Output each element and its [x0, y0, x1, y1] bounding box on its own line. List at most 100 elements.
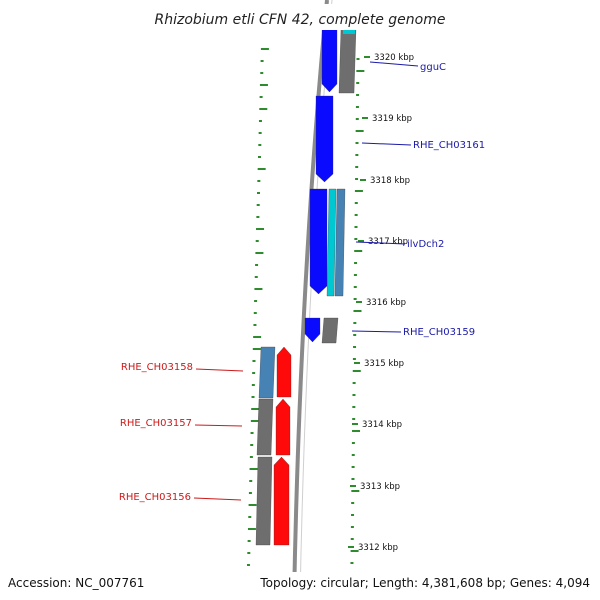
- gene-label-reverse: RHE_CH03157: [120, 418, 192, 429]
- gc-skew-dot-right: [356, 70, 365, 72]
- gc-skew-dot-left: [260, 48, 269, 50]
- scale-tick-mark: [362, 117, 368, 119]
- cds-block: [321, 317, 339, 344]
- scale-tick-label: 3319 kbp: [372, 114, 412, 124]
- gc-skew-dot-left: [247, 552, 251, 554]
- gc-skew-dot-right: [355, 154, 359, 156]
- cds-block: [326, 188, 337, 297]
- gc-skew-dot-left: [256, 204, 260, 206]
- gene-label-forward: gguC: [420, 62, 446, 73]
- gc-skew-dot-right: [351, 490, 360, 492]
- accession-text: Accession: NC_007761: [8, 576, 144, 590]
- gc-skew-dot-left: [252, 348, 261, 350]
- scale-tick-mark: [364, 56, 370, 58]
- gc-skew-dot-left: [251, 384, 255, 386]
- map-layer: 3320 kbp 3319 kbp 3318 kbp 3317 kbp 3316 kbp…: [119, 0, 485, 600]
- gc-skew-dot-right: [356, 82, 360, 84]
- gc-skew-dot-left: [257, 180, 261, 182]
- gc-skew-dot-left: [246, 564, 250, 566]
- gc-skew-dot-left: [250, 444, 254, 446]
- gc-skew-dot-left: [260, 60, 264, 62]
- gc-skew-dot-right: [355, 178, 359, 180]
- gene-label-connector: [193, 497, 242, 501]
- scale-tick-mark: [360, 179, 366, 181]
- gc-skew-dot-right: [353, 334, 357, 336]
- gc-skew-dot-right: [354, 190, 363, 192]
- gc-skew-dot-right: [354, 250, 363, 252]
- gc-skew-dot-left: [253, 336, 262, 338]
- gene-label-connector: [361, 142, 412, 146]
- gc-skew-dot-right: [352, 418, 356, 420]
- scale-tick-label: 3317 kbp: [368, 237, 408, 247]
- gc-skew-dot-left: [253, 312, 257, 314]
- reverse-gene-arrow: [275, 398, 291, 456]
- scale-tick-mark: [348, 546, 354, 548]
- gc-skew-dot-left: [251, 408, 260, 410]
- gc-skew-dot-right: [353, 298, 357, 300]
- gc-skew-dot-left: [252, 360, 256, 362]
- gc-skew-dot-right: [351, 454, 355, 456]
- gc-skew-dot-left: [248, 492, 252, 494]
- gc-skew-dot-left: [258, 144, 262, 146]
- topology-text: Topology: circular; Length: 4,381,608 bp…: [259, 576, 590, 590]
- cds-block: [255, 456, 273, 546]
- scale-tick-mark: [354, 362, 360, 364]
- gc-skew-dot-left: [256, 216, 260, 218]
- map-title: Rhizobium etli CFN 42, complete genome: [155, 12, 446, 28]
- gc-skew-dot-right: [353, 346, 357, 348]
- gc-skew-dot-left: [258, 120, 262, 122]
- scale-tick-mark: [352, 423, 358, 425]
- gc-skew-dot-left: [249, 468, 258, 470]
- gc-skew-dot-left: [255, 264, 259, 266]
- scale-tick-label: 3314 kbp: [362, 420, 402, 430]
- gc-skew-dot-right: [355, 166, 359, 168]
- gc-skew-dot-right: [354, 226, 358, 228]
- gc-skew-dot-left: [249, 456, 253, 458]
- gc-skew-dot-right: [354, 238, 358, 240]
- gc-skew-dot-left: [255, 252, 264, 254]
- scale-tick-label: 3320 kbp: [374, 53, 414, 63]
- gc-skew-dot-left: [252, 372, 256, 374]
- gc-skew-dot-left: [247, 540, 251, 542]
- gc-skew-dot-right: [350, 550, 359, 552]
- gene-label-connector: [194, 424, 243, 427]
- gene-label-reverse: RHE_CH03158: [121, 362, 193, 373]
- footer-background: [0, 572, 600, 600]
- gc-skew-dot-left: [259, 108, 268, 110]
- scale-tick-mark: [358, 240, 364, 242]
- scale-tick-label: 3316 kbp: [366, 298, 406, 308]
- gene-label-connector: [355, 241, 406, 245]
- gc-skew-dot-left: [254, 288, 263, 290]
- cds-block: [256, 398, 274, 456]
- reverse-gene-arrow: [273, 456, 290, 546]
- gc-skew-dot-right: [352, 430, 361, 432]
- gc-skew-dot-left: [254, 300, 258, 302]
- gc-skew-dot-right: [352, 370, 361, 372]
- gc-skew-dot-left: [259, 84, 268, 86]
- gc-skew-dot-left: [257, 168, 266, 170]
- gc-skew-dot-left: [248, 504, 257, 506]
- gc-skew-dot-right: [352, 382, 356, 384]
- gc-skew-dot-left: [257, 192, 261, 194]
- gc-skew-dot-right: [353, 274, 357, 276]
- scale-tick-mark: [350, 485, 356, 487]
- cds-block: [343, 28, 355, 34]
- gc-skew-dot-right: [351, 478, 355, 480]
- scale-tick-label: 3313 kbp: [360, 482, 400, 492]
- gc-skew-dot-left: [253, 324, 257, 326]
- gene-label-forward: ilvDch2: [407, 239, 444, 250]
- scale-tick-label: 3318 kbp: [370, 176, 410, 186]
- gene-label-connector: [369, 61, 419, 67]
- gc-skew-dot-right: [350, 526, 354, 528]
- gc-skew-dot-right: [355, 106, 359, 108]
- gc-skew-dot-right: [355, 130, 364, 132]
- gc-skew-dot-right: [351, 502, 355, 504]
- reverse-gene-arrow: [276, 346, 292, 398]
- backbone-outer: [292, 0, 329, 600]
- title-background: [150, 4, 450, 30]
- gc-skew-dot-left: [250, 420, 259, 422]
- gc-skew-dot-right: [354, 262, 358, 264]
- gc-skew-dot-right: [351, 514, 355, 516]
